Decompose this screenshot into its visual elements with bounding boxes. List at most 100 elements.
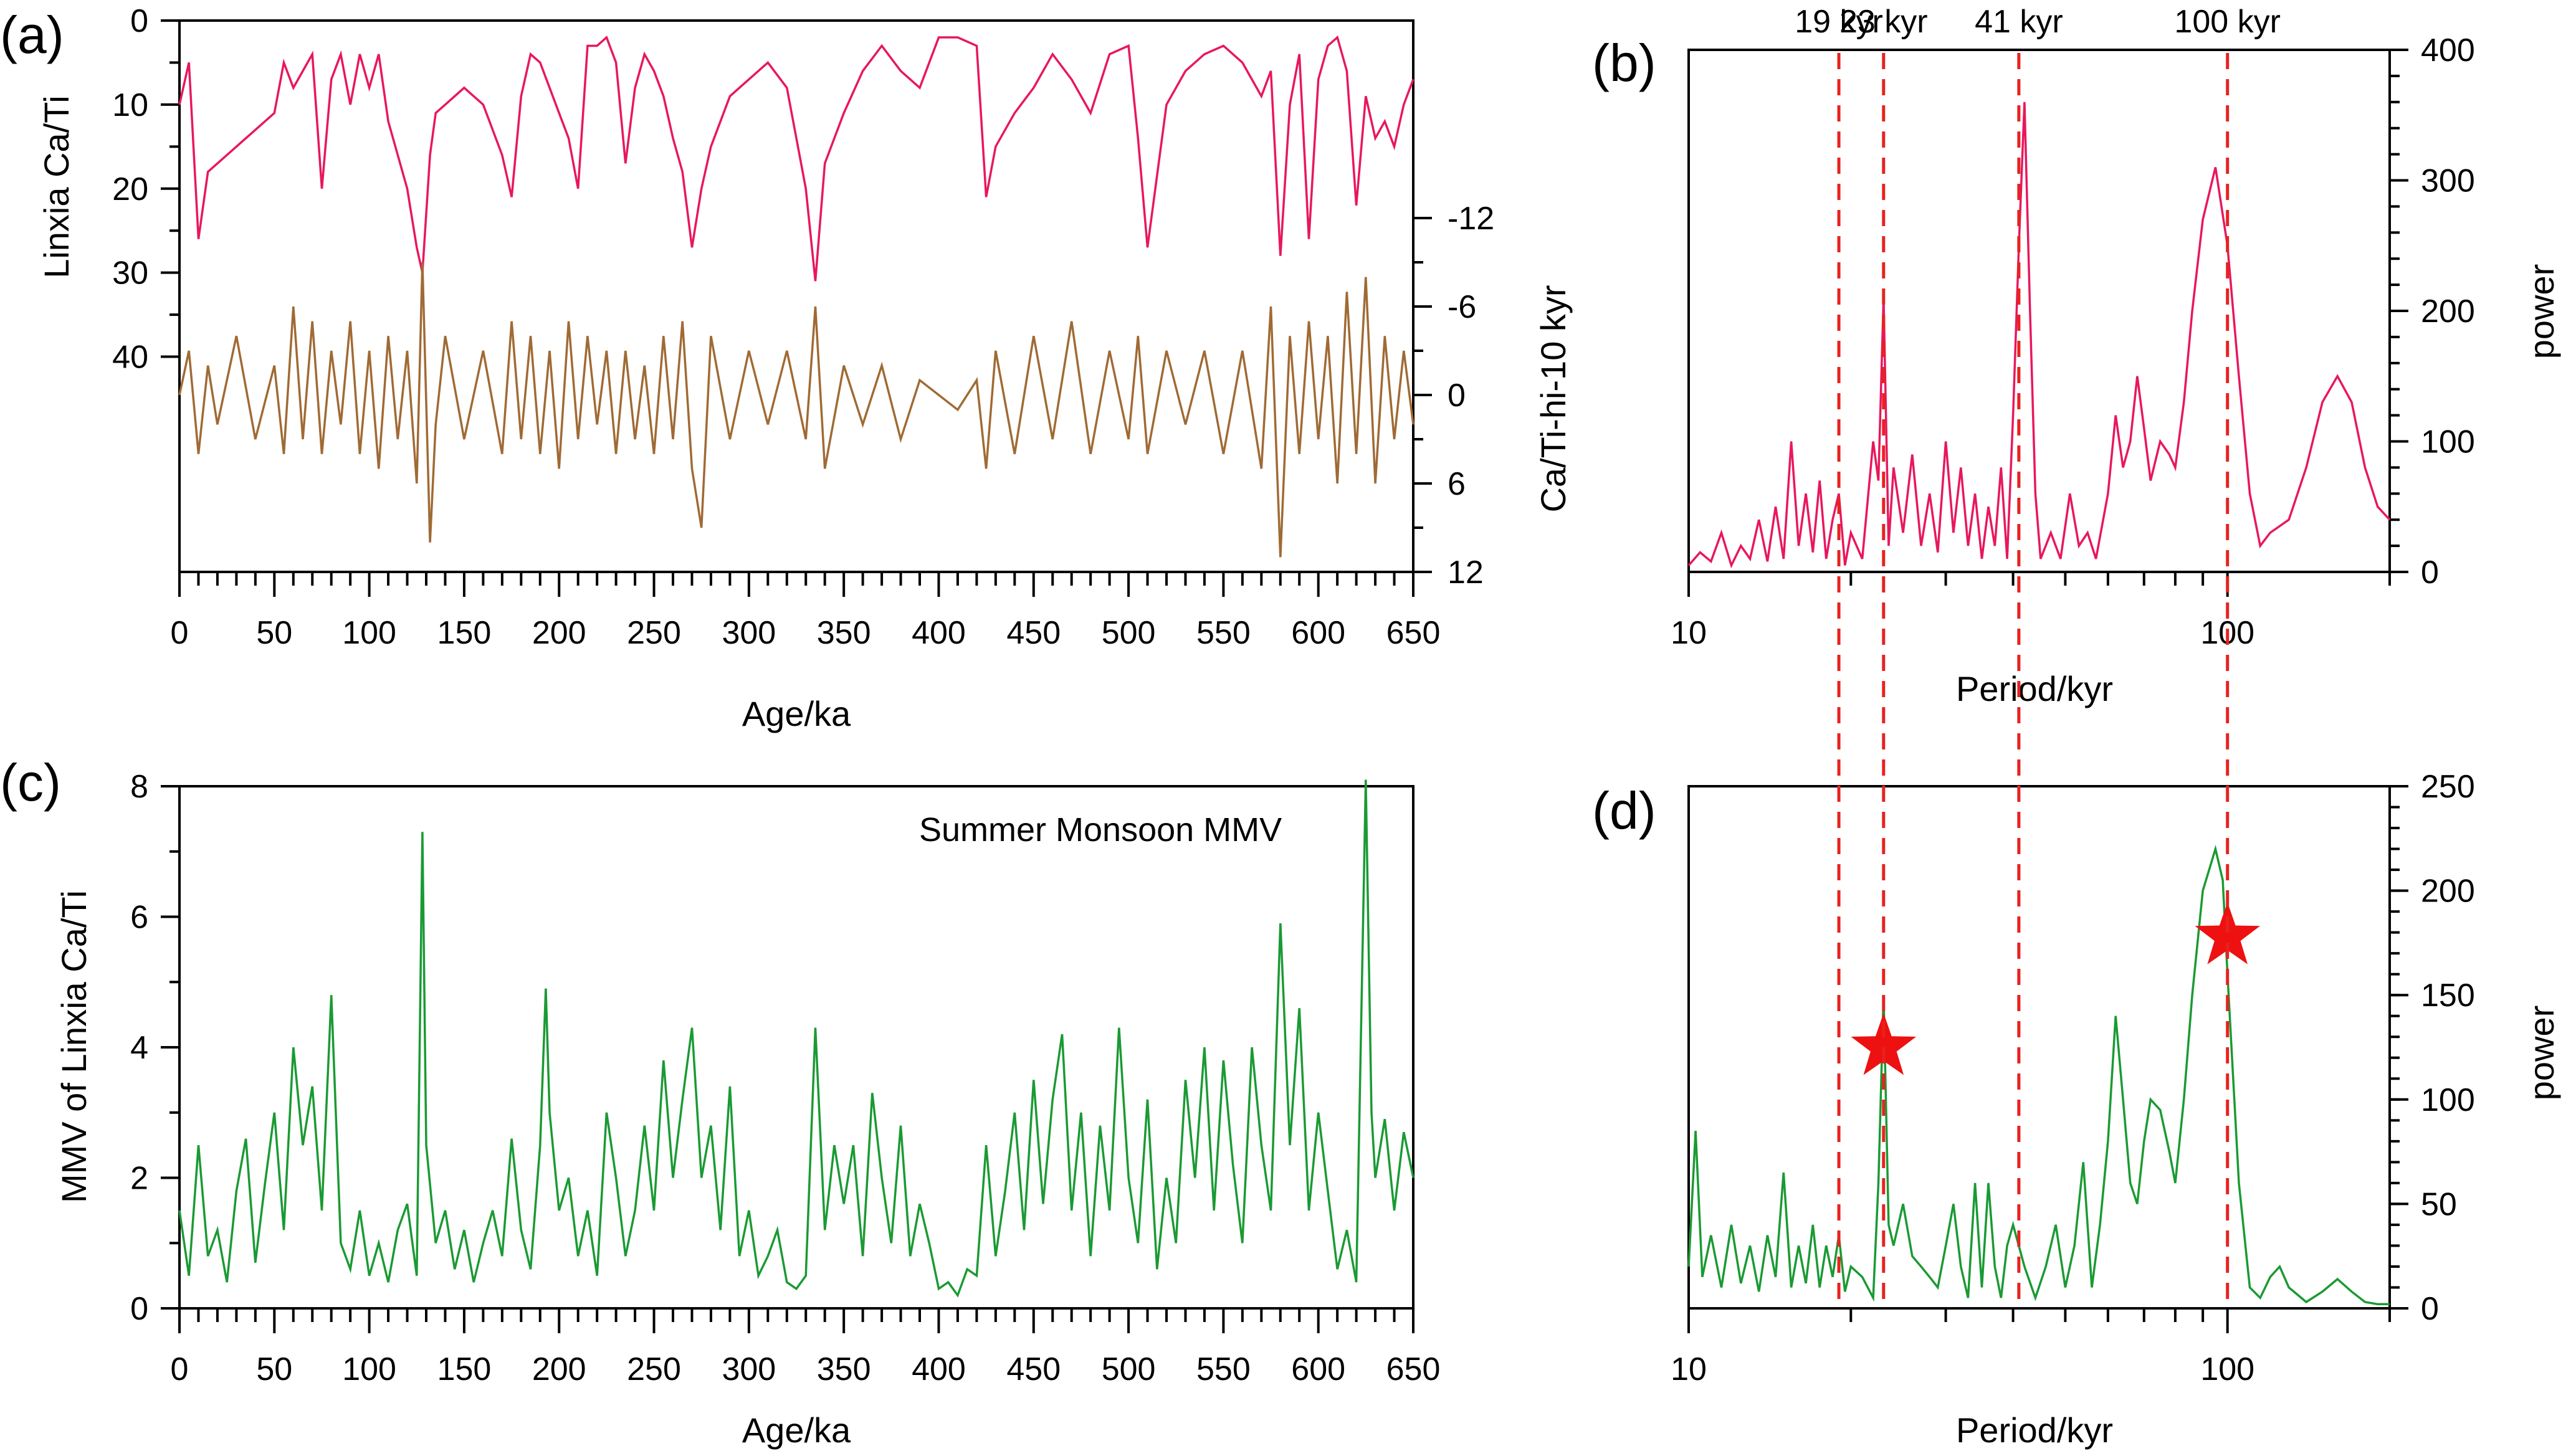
y-tick-label: 100 [2421,424,2475,460]
x-tick-label: 50 [256,615,292,651]
x-tick-label: 50 [256,1351,292,1387]
panel-b-ylabel: power [2522,264,2561,359]
panel-a-frame [178,19,1414,573]
panel-c-y-axis: 0 2 4 6 8 [130,769,179,1327]
x-tick-label: 10 [1671,1351,1707,1387]
panel-b-x-axis: 10 100 [1671,572,2391,651]
panel-a-left-y-axis: 0 10 20 30 40 [112,3,179,376]
panel-c-annotation: Summer Monsoon MMV [919,811,1282,849]
x-tick-label: 400 [912,615,966,651]
y-tick-label: 30 [112,255,148,292]
x-tick-label: 350 [817,615,871,651]
panel-c-frame [178,785,1414,1310]
x-tick-label: 500 [1102,1351,1156,1387]
y-tick-label: 0 [130,1291,148,1327]
panel-c: 0 50 100 150 200 250 300 350 400 450 500 550 600 650 … [54,769,1440,1450]
panel-d-spectrum-line [1687,844,2390,1306]
panel-label-d: (d) [1592,781,1656,840]
y-tick-label: 300 [2421,163,2475,199]
x-tick-label: 0 [171,1351,189,1387]
panel-a-left-ylabel: Linxia Ca/Ti [37,95,76,278]
panel-b-spectrum-line [1687,102,2391,569]
panel-d-frame [1687,785,2391,1310]
y-tick-label: 10 [112,87,148,123]
x-tick-label: 0 [171,615,189,651]
y-tick-label: 8 [130,769,148,805]
x-tick-label: 300 [722,615,776,651]
panel-b-y-axis: 0 100 200 300 400 [2390,32,2475,591]
star-marker [1851,1013,1917,1075]
panel-label-a: (a) [0,6,64,64]
panel-d-x-axis: 10 100 [1671,1308,2391,1387]
x-tick-label: 10 [1671,615,1707,651]
panel-label-b: (b) [1592,34,1656,92]
x-tick-label: 600 [1291,1351,1345,1387]
y-tick-label: 250 [2421,769,2475,805]
panel-d-y-axis: 0 50 100 150 200 250 [2390,769,2475,1327]
panel-label-c: (c) [0,753,61,812]
y-tick-label: 100 [2421,1082,2475,1118]
panel-a: 0 50 100 150 200 250 300 350 400 450 500 550 600 650 … [37,3,1573,733]
y-tick-label: 400 [2421,32,2475,69]
x-tick-label: 300 [722,1351,776,1387]
x-tick-label: 350 [817,1351,871,1387]
linxia-ca-ti-line [178,35,1414,282]
x-tick-label: 250 [627,615,681,651]
y-tick-label: 50 [2421,1186,2457,1222]
x-tick-label: 500 [1102,615,1156,651]
panel-b: 10 100 0 100 200 300 400 Period/kyr power [1671,32,2561,708]
panel-c-xlabel: Age/ka [742,1411,851,1450]
period-label: 23 kyr [1839,4,1928,40]
x-tick-label: 150 [437,1351,492,1387]
period-label: 41 kyr [1975,4,2063,40]
y-tick-label: 2 [130,1161,148,1197]
panel-b-xlabel: Period/kyr [1956,669,2113,708]
mmv-line [178,779,1414,1298]
ca-ti-hi-10kyr-line [178,262,1414,558]
x-tick-label: 200 [532,615,586,651]
panel-c-ylabel: MMV of Linxia Ca/Ti [54,890,93,1203]
y-tick-label: 40 [112,340,148,376]
panel-d-ylabel: power [2522,1006,2561,1101]
panel-d-stars [1851,902,2260,1075]
right-y-tick-label: -6 [1448,289,1476,325]
y-tick-label: 200 [2421,873,2475,910]
panel-d-xlabel: Period/kyr [1956,1411,2113,1450]
panel-c-x-axis: 0 50 100 150 200 250 300 350 400 450 500 550 600 650 [171,1308,1441,1387]
x-tick-label: 100 [342,615,396,651]
x-tick-label: 100 [2200,1351,2254,1387]
period-label: 19 kyr [1795,4,1883,40]
x-tick-label: 250 [627,1351,681,1387]
x-tick-label: 550 [1196,615,1251,651]
panel-d: 10 100 0 50 100 150 200 250 Period/kyr power [1671,769,2561,1450]
x-tick-label: 550 [1196,1351,1251,1387]
y-tick-label: 4 [130,1030,148,1066]
right-y-tick-label: -12 [1448,201,1494,237]
right-y-tick-label: 12 [1448,554,1484,591]
y-tick-label: 0 [2421,1291,2439,1327]
x-tick-label: 200 [532,1351,586,1387]
x-tick-label: 650 [1386,1351,1441,1387]
y-tick-label: 150 [2421,978,2475,1014]
y-tick-label: 200 [2421,293,2475,330]
x-tick-label: 400 [912,1351,966,1387]
panel-a-right-ylabel: Ca/Ti-hi-10 kyr [1534,285,1573,512]
panel-a-right-y-axis: -12 -6 0 6 12 [1413,201,1494,591]
right-y-tick-label: 0 [1448,378,1466,414]
panel-b-frame [1687,49,2391,573]
period-label: 100 kyr [2174,4,2281,40]
y-tick-label: 0 [2421,554,2439,591]
x-tick-label: 150 [437,615,492,651]
panel-a-xlabel: Age/ka [742,694,851,733]
x-tick-label: 600 [1291,615,1345,651]
x-tick-label: 100 [342,1351,396,1387]
x-tick-label: 450 [1006,615,1061,651]
y-tick-label: 0 [130,3,148,39]
y-tick-label: 6 [130,900,148,936]
star-marker [2195,902,2260,964]
x-tick-label: 650 [1386,615,1441,651]
panel-a-x-axis: 0 50 100 150 200 250 300 350 400 450 500 550 600 650 [171,572,1441,651]
right-y-tick-label: 6 [1448,466,1466,502]
